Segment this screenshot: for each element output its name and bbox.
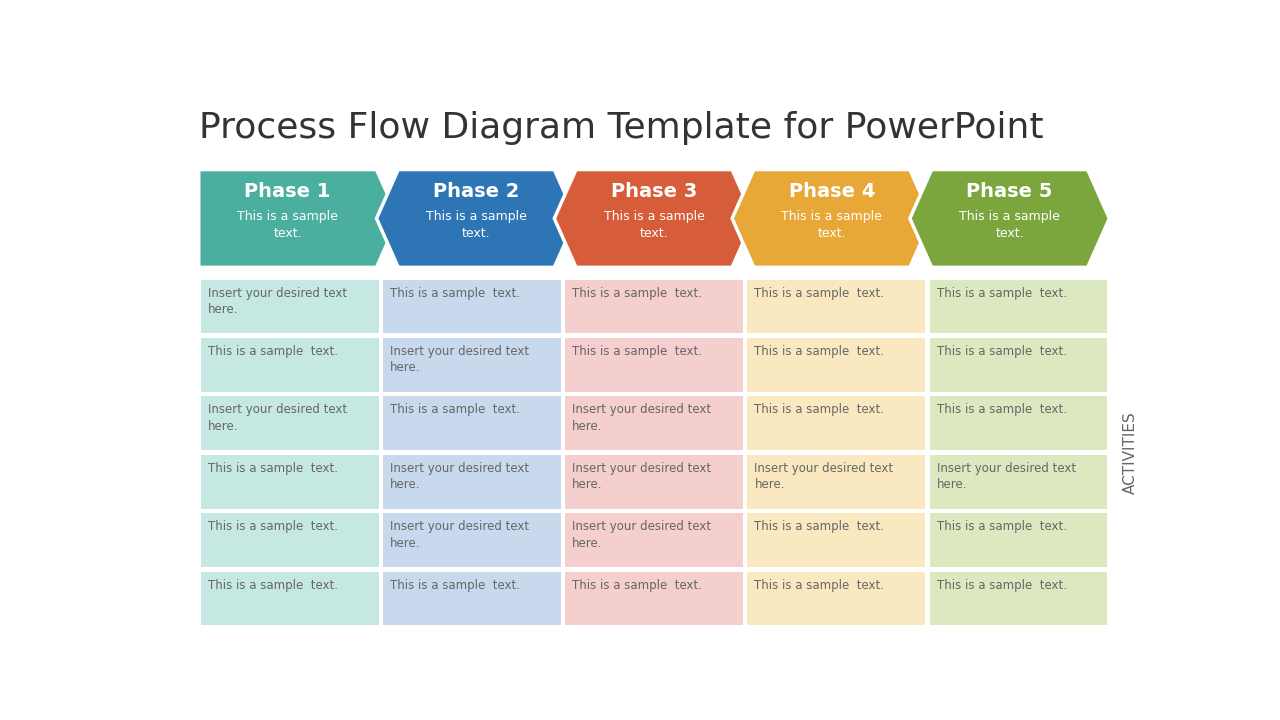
Bar xyxy=(566,397,742,450)
Bar xyxy=(201,455,379,508)
Text: Process Flow Diagram Template for PowerPoint: Process Flow Diagram Template for PowerP… xyxy=(198,111,1043,145)
Text: This is a sample  text.: This is a sample text. xyxy=(937,345,1066,358)
Bar xyxy=(748,572,925,626)
Bar xyxy=(201,572,379,626)
Bar xyxy=(383,572,561,626)
Text: This is a sample
text.: This is a sample text. xyxy=(959,210,1060,240)
Text: Phase 5: Phase 5 xyxy=(966,181,1053,201)
Bar xyxy=(929,513,1107,567)
Text: This is a sample  text.: This is a sample text. xyxy=(754,345,884,358)
Bar xyxy=(929,455,1107,508)
Text: Insert your desired text
here.: Insert your desired text here. xyxy=(390,462,530,491)
Text: This is a sample  text.: This is a sample text. xyxy=(209,345,338,358)
Polygon shape xyxy=(554,169,754,267)
Bar xyxy=(748,455,925,508)
Bar xyxy=(748,338,925,392)
Text: Phase 1: Phase 1 xyxy=(244,181,330,201)
Text: This is a sample  text.: This is a sample text. xyxy=(754,579,884,592)
Bar xyxy=(748,513,925,567)
Bar xyxy=(748,397,925,450)
Text: This is a sample  text.: This is a sample text. xyxy=(572,345,703,358)
Text: This is a sample  text.: This is a sample text. xyxy=(390,579,520,592)
Text: This is a sample  text.: This is a sample text. xyxy=(390,287,520,300)
Text: This is a sample
text.: This is a sample text. xyxy=(781,210,882,240)
Polygon shape xyxy=(910,169,1110,267)
Text: This is a sample  text.: This is a sample text. xyxy=(209,520,338,534)
Bar xyxy=(383,513,561,567)
Text: Insert your desired text
here.: Insert your desired text here. xyxy=(209,287,347,316)
Text: This is a sample  text.: This is a sample text. xyxy=(754,403,884,416)
Text: Insert your desired text
here.: Insert your desired text here. xyxy=(754,462,893,491)
Bar xyxy=(201,513,379,567)
Bar xyxy=(929,397,1107,450)
Bar xyxy=(929,279,1107,333)
Polygon shape xyxy=(732,169,932,267)
Text: This is a sample
text.: This is a sample text. xyxy=(426,210,526,240)
Bar xyxy=(201,279,379,333)
Text: This is a sample
text.: This is a sample text. xyxy=(237,210,338,240)
Bar xyxy=(566,455,742,508)
Text: Phase 2: Phase 2 xyxy=(433,181,520,201)
Text: This is a sample  text.: This is a sample text. xyxy=(209,462,338,474)
Text: Insert your desired text
here.: Insert your desired text here. xyxy=(937,462,1075,491)
Bar xyxy=(383,338,561,392)
Text: This is a sample
text.: This is a sample text. xyxy=(604,210,704,240)
Text: Insert your desired text
here.: Insert your desired text here. xyxy=(572,520,712,549)
Bar xyxy=(201,338,379,392)
Text: This is a sample  text.: This is a sample text. xyxy=(754,287,884,300)
Text: This is a sample  text.: This is a sample text. xyxy=(937,403,1066,416)
Text: This is a sample  text.: This is a sample text. xyxy=(572,287,703,300)
Bar xyxy=(929,572,1107,626)
Bar xyxy=(383,455,561,508)
Text: This is a sample  text.: This is a sample text. xyxy=(937,579,1066,592)
Text: This is a sample  text.: This is a sample text. xyxy=(572,579,703,592)
Bar xyxy=(566,338,742,392)
Bar xyxy=(566,279,742,333)
Bar xyxy=(201,397,379,450)
Text: This is a sample  text.: This is a sample text. xyxy=(754,520,884,534)
Bar xyxy=(383,279,561,333)
Text: ACTIVITIES: ACTIVITIES xyxy=(1123,411,1138,494)
Text: This is a sample  text.: This is a sample text. xyxy=(937,287,1066,300)
Text: Insert your desired text
here.: Insert your desired text here. xyxy=(390,345,530,374)
Text: This is a sample  text.: This is a sample text. xyxy=(390,403,520,416)
Bar xyxy=(383,397,561,450)
Bar xyxy=(566,572,742,626)
Bar xyxy=(929,338,1107,392)
Text: Phase 3: Phase 3 xyxy=(611,181,698,201)
Text: This is a sample  text.: This is a sample text. xyxy=(209,579,338,592)
Text: Phase 4: Phase 4 xyxy=(788,181,876,201)
Text: Insert your desired text
here.: Insert your desired text here. xyxy=(390,520,530,549)
Bar xyxy=(566,513,742,567)
Text: Insert your desired text
here.: Insert your desired text here. xyxy=(572,403,712,433)
Text: Insert your desired text
here.: Insert your desired text here. xyxy=(209,403,347,433)
Text: This is a sample  text.: This is a sample text. xyxy=(937,520,1066,534)
Text: Insert your desired text
here.: Insert your desired text here. xyxy=(572,462,712,491)
Bar xyxy=(748,279,925,333)
Polygon shape xyxy=(198,169,398,267)
Polygon shape xyxy=(376,169,576,267)
